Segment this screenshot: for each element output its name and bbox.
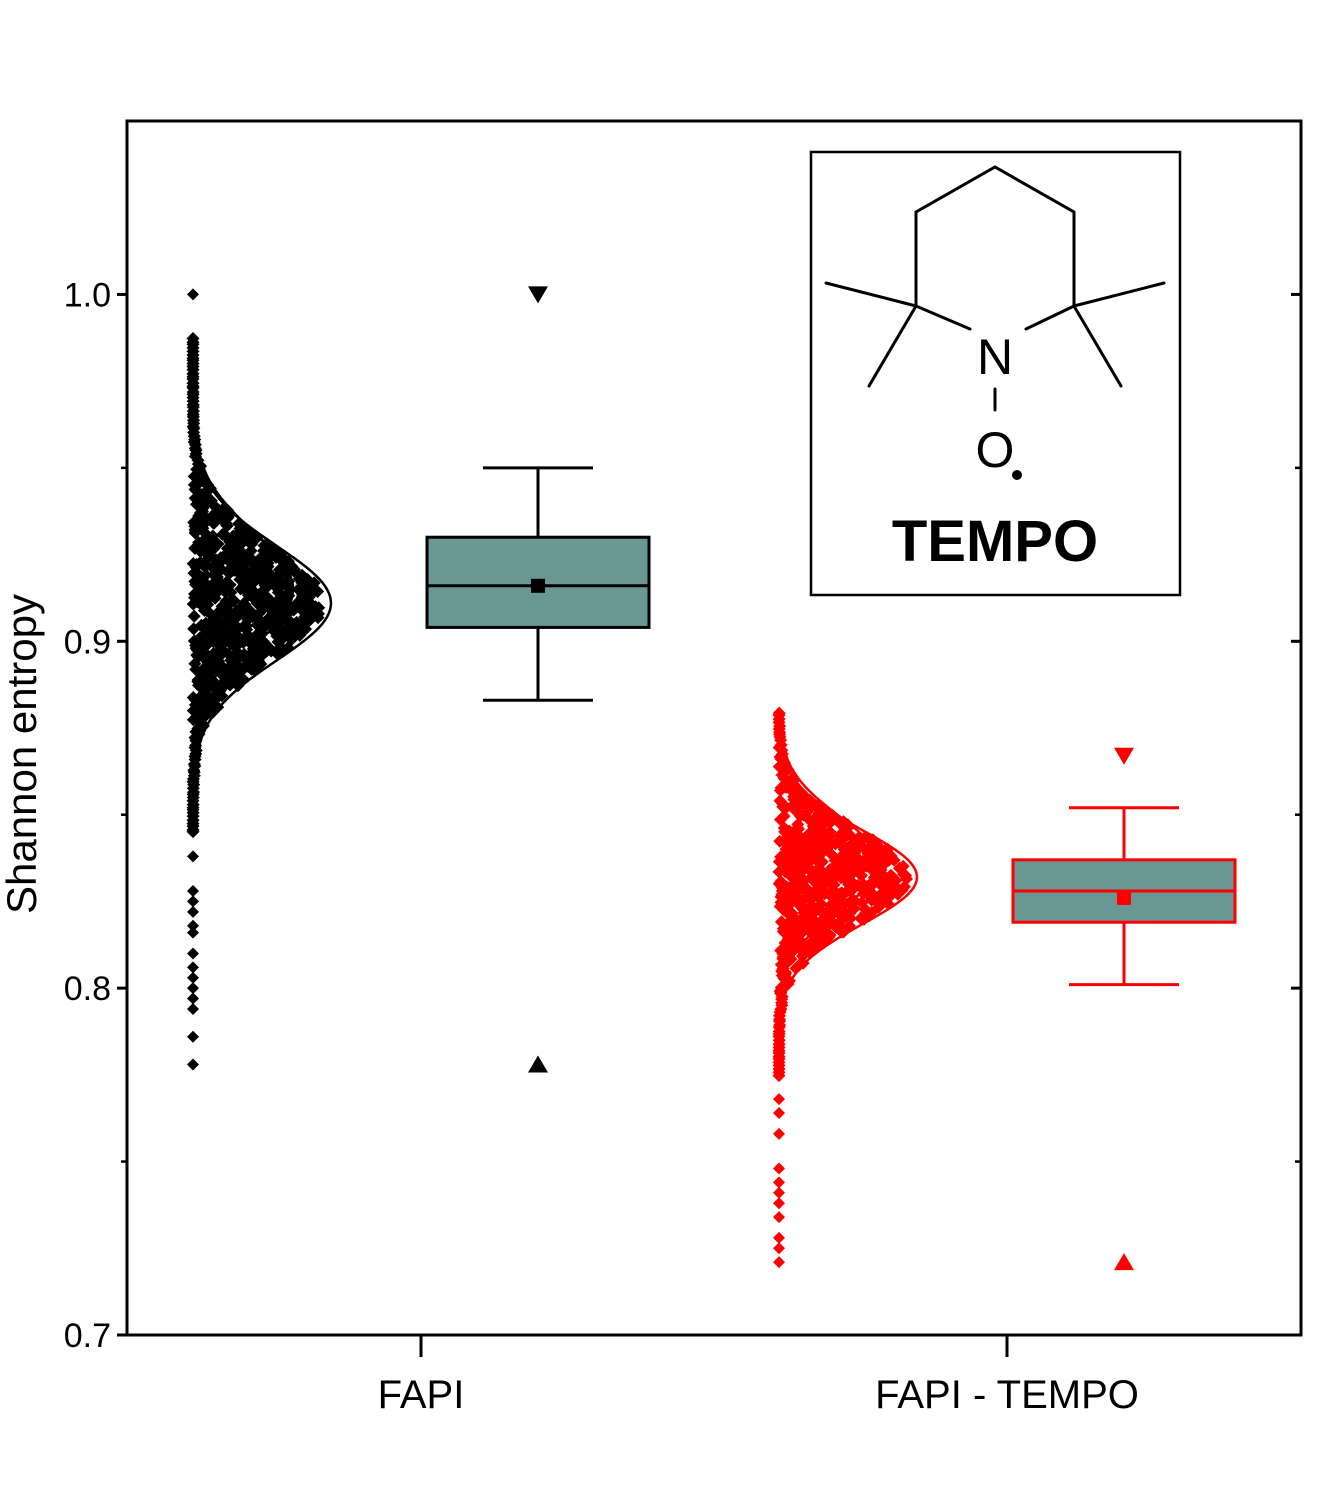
data-point [187, 992, 199, 1005]
data-point [773, 1127, 785, 1140]
x-tick-label-fapi-tempo: FAPI - TEMPO [875, 1373, 1139, 1417]
x-axis: FAPI FAPI - TEMPO [378, 1335, 1139, 1417]
data-point [187, 1058, 199, 1071]
data-point [773, 1197, 785, 1210]
plot-area-frame [125, 119, 1303, 1337]
methyl-bond-left-lower [867, 304, 918, 388]
distribution-curve-inner [777, 710, 881, 1075]
tempo-ring-bonds [824, 165, 1166, 412]
outlier-low-marker [528, 1055, 548, 1073]
data-point [773, 1231, 785, 1244]
data-point [896, 859, 910, 873]
data-point [187, 895, 199, 908]
data-point [244, 544, 258, 558]
data-point [884, 868, 898, 882]
data-point [187, 919, 199, 932]
data-point [777, 809, 791, 823]
series-fapi-tempo [772, 706, 1237, 1271]
data-point [865, 835, 879, 849]
data-point [187, 850, 199, 863]
y-axis-title: Shannon entropy [0, 594, 45, 914]
mean-marker [1117, 890, 1131, 905]
y-axis: 0.7 0.8 0.9 1.0 [64, 276, 1301, 1355]
data-point [193, 631, 207, 645]
data-point [187, 926, 199, 939]
molecule-name: TEMPO [892, 509, 1098, 574]
data-point [774, 875, 788, 889]
distribution-curve-outer [777, 710, 919, 1075]
data-point [773, 1211, 785, 1224]
x-tick-label-fapi: FAPI [378, 1373, 465, 1417]
data-point [187, 961, 199, 974]
data-point [773, 1162, 785, 1175]
data-point [187, 885, 199, 898]
data-point [187, 905, 199, 918]
data-point [187, 1002, 199, 1015]
data-point [207, 507, 221, 521]
data-point [773, 1242, 785, 1255]
data-point [187, 982, 199, 995]
data-point [818, 928, 832, 942]
mean-marker [531, 578, 545, 593]
data-point [774, 915, 788, 929]
distribution-curve-inner [191, 336, 295, 833]
outlier-high-marker [528, 286, 548, 304]
y-tick-label: 0.8 [64, 970, 111, 1008]
data-point [862, 887, 876, 901]
data-point [238, 598, 252, 612]
methyl-bond-left-upper [824, 281, 918, 308]
data-point [899, 869, 913, 883]
data-point [187, 947, 199, 960]
data-point [773, 1186, 785, 1199]
inset-frame [809, 150, 1182, 597]
series-fapi [186, 286, 651, 1073]
data-point [773, 1093, 785, 1106]
data-point [773, 1176, 785, 1189]
data-point [187, 1030, 199, 1043]
y-tick-label: 0.9 [64, 623, 111, 661]
data-point [187, 288, 199, 301]
data-point [224, 594, 238, 608]
data-point [193, 556, 207, 570]
y-tick-label: 1.0 [64, 276, 111, 314]
methyl-bond-right-lower [1072, 304, 1123, 388]
data-point [773, 1107, 785, 1120]
atom-label-o: O [976, 422, 1015, 478]
radical-dot [1012, 470, 1022, 480]
tempo-structure-inset: N O TEMPO [809, 150, 1182, 597]
data-point [773, 1256, 785, 1269]
data-point [187, 609, 201, 623]
outlier-high-marker [1114, 747, 1134, 765]
atom-label-n: N [977, 329, 1013, 385]
methyl-bond-right-upper [1072, 281, 1166, 308]
data-point [187, 971, 199, 984]
series-layer [186, 286, 1237, 1271]
y-tick-label: 0.7 [64, 1317, 111, 1355]
data-point [773, 794, 787, 808]
data-point [829, 837, 843, 851]
outlier-low-marker [1114, 1253, 1134, 1271]
data-point [216, 528, 230, 542]
